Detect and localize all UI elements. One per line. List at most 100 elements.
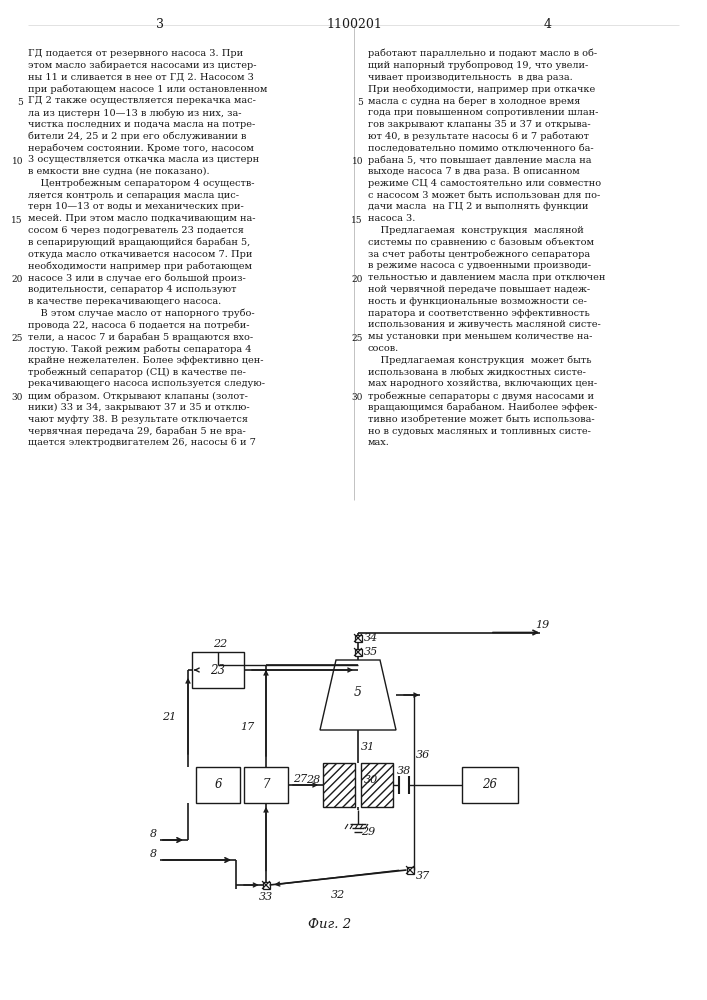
- Text: лостую. Такой режим работы сепаратора 4: лостую. Такой режим работы сепаратора 4: [28, 344, 252, 354]
- Text: 26: 26: [482, 778, 498, 792]
- Text: 25: 25: [351, 334, 363, 343]
- Bar: [407, 866, 414, 874]
- Text: ла из цистерн 10—13 в любую из них, за-: ла из цистерн 10—13 в любую из них, за-: [28, 108, 242, 117]
- Text: насосе 3 или в случае его большой произ-: насосе 3 или в случае его большой произ-: [28, 273, 246, 283]
- Text: рекачивающего насоса используется следую-: рекачивающего насоса используется следую…: [28, 379, 265, 388]
- Text: ны 11 и сливается в нее от ГД 2. Насосом 3: ны 11 и сливается в нее от ГД 2. Насосом…: [28, 73, 254, 82]
- Bar: [192, 652, 244, 688]
- Text: ГД 2 также осуществляется перекачка мас-: ГД 2 также осуществляется перекачка мас-: [28, 96, 256, 105]
- Text: 25: 25: [11, 334, 23, 343]
- Text: 5: 5: [354, 686, 362, 698]
- Text: сосов.: сосов.: [368, 344, 399, 353]
- Text: за счет работы центробежного сепаратора: за счет работы центробежного сепаратора: [368, 250, 590, 259]
- Text: нерабочем состоянии. Кроме того, насосом: нерабочем состоянии. Кроме того, насосом: [28, 143, 254, 153]
- Bar: [354, 648, 361, 656]
- Text: При необходимости, например при откачке: При необходимости, например при откачке: [368, 84, 595, 94]
- Bar: [354, 635, 361, 642]
- Text: 5: 5: [357, 98, 363, 107]
- Text: 29: 29: [361, 827, 375, 837]
- Bar: [462, 767, 518, 803]
- Text: 15: 15: [11, 216, 23, 225]
- Text: 21: 21: [162, 712, 176, 722]
- Text: года при повышенном сопротивлении шлан-: года при повышенном сопротивлении шлан-: [368, 108, 598, 117]
- Text: провода 22, насоса 6 подается на потреби-: провода 22, насоса 6 подается на потреби…: [28, 320, 250, 330]
- Text: с насосом 3 может быть использован для по-: с насосом 3 может быть использован для п…: [368, 191, 600, 200]
- Text: 30: 30: [351, 393, 363, 402]
- Text: бители 24, 25 и 2 при его обслуживании в: бители 24, 25 и 2 при его обслуживании в: [28, 132, 246, 141]
- Text: дачи масла  на ГЦ 2 и выполнять функции: дачи масла на ГЦ 2 и выполнять функции: [368, 202, 588, 211]
- Text: 20: 20: [11, 275, 23, 284]
- Text: режиме СЦ 4 самостоятельно или совместно: режиме СЦ 4 самостоятельно или совместно: [368, 179, 601, 188]
- Text: тивно изобретение может быть использова-: тивно изобретение может быть использова-: [368, 415, 595, 424]
- Text: 8: 8: [150, 849, 157, 859]
- Text: Центробежным сепаратором 4 осуществ-: Центробежным сепаратором 4 осуществ-: [28, 179, 255, 188]
- Text: откуда масло откачивается насосом 7. При: откуда масло откачивается насосом 7. При: [28, 250, 252, 259]
- Text: тельностью и давлением масла при отключен: тельностью и давлением масла при отключе…: [368, 273, 605, 282]
- Text: этом масло забирается насосами из цистер-: этом масло забирается насосами из цистер…: [28, 61, 257, 70]
- Polygon shape: [320, 660, 396, 730]
- Text: 23: 23: [211, 664, 226, 676]
- Text: ГД подается от резервного насоса 3. При: ГД подается от резервного насоса 3. При: [28, 49, 243, 58]
- Text: чистка последних и подача масла на потре-: чистка последних и подача масла на потре…: [28, 120, 255, 129]
- Text: необходимости например при работающем: необходимости например при работающем: [28, 261, 252, 271]
- Text: водительности, сепаратор 4 используют: водительности, сепаратор 4 используют: [28, 285, 237, 294]
- Text: системы по сравнению с базовым объектом: системы по сравнению с базовым объектом: [368, 238, 594, 247]
- Text: в емкости вне судна (не показано).: в емкости вне судна (не показано).: [28, 167, 209, 176]
- Text: 4: 4: [544, 18, 552, 31]
- Text: 35: 35: [363, 647, 378, 657]
- Text: чают муфту 38. В результате отключается: чают муфту 38. В результате отключается: [28, 415, 248, 424]
- Bar: [244, 767, 288, 803]
- Text: В этом случае масло от напорного трубо-: В этом случае масло от напорного трубо-: [28, 309, 255, 318]
- Text: паратора и соответственно эффективность: паратора и соответственно эффективность: [368, 309, 590, 318]
- Text: мах народного хозяйства, включающих цен-: мах народного хозяйства, включающих цен-: [368, 379, 597, 388]
- Text: 15: 15: [351, 216, 363, 225]
- Text: Предлагаемая  конструкция  масляной: Предлагаемая конструкция масляной: [368, 226, 584, 235]
- Text: вращающимся барабаном. Наиболее эффек-: вращающимся барабаном. Наиболее эффек-: [368, 403, 597, 412]
- Text: рабана 5, что повышает давление масла на: рабана 5, что повышает давление масла на: [368, 155, 592, 165]
- Bar: [196, 767, 240, 803]
- Bar: [323, 763, 355, 807]
- Text: тели, а насос 7 и барабан 5 вращаются вхо-: тели, а насос 7 и барабан 5 вращаются вх…: [28, 332, 253, 342]
- Text: 6: 6: [214, 778, 222, 792]
- Text: использования и живучесть масляной систе-: использования и живучесть масляной систе…: [368, 320, 601, 329]
- Text: но в судовых масляных и топливных систе-: но в судовых масляных и топливных систе-: [368, 427, 591, 436]
- Bar: [262, 882, 269, 888]
- Text: ность и функциональные возможности се-: ность и функциональные возможности се-: [368, 297, 587, 306]
- Text: 10: 10: [11, 157, 23, 166]
- Text: ляется контроль и сепарация масла цис-: ляется контроль и сепарация масла цис-: [28, 191, 239, 200]
- Text: тробежный сепаратор (СЦ) в качестве пе-: тробежный сепаратор (СЦ) в качестве пе-: [28, 368, 246, 377]
- Text: 8: 8: [150, 829, 157, 839]
- Text: 34: 34: [363, 633, 378, 643]
- Text: 27: 27: [293, 774, 308, 784]
- Text: сосом 6 через подогреватель 23 подается: сосом 6 через подогреватель 23 подается: [28, 226, 244, 235]
- Text: щается электродвигателем 26, насосы 6 и 7: щается электродвигателем 26, насосы 6 и …: [28, 438, 256, 447]
- Text: 10: 10: [351, 157, 363, 166]
- Text: 5: 5: [17, 98, 23, 107]
- Text: щим образом. Открывают клапаны (золот-: щим образом. Открывают клапаны (золот-: [28, 391, 248, 401]
- Text: последовательно помимо отключенного ба-: последовательно помимо отключенного ба-: [368, 143, 594, 152]
- Text: использована в любых жидкостных систе-: использована в любых жидкостных систе-: [368, 368, 586, 377]
- Text: 1100201: 1100201: [326, 18, 382, 31]
- Text: 7: 7: [262, 778, 270, 792]
- Text: ники) 33 и 34, закрывают 37 и 35 и отклю-: ники) 33 и 34, закрывают 37 и 35 и отклю…: [28, 403, 250, 412]
- Text: в качестве перекачивающего насоса.: в качестве перекачивающего насоса.: [28, 297, 221, 306]
- Text: ной червячной передаче повышает надеж-: ной червячной передаче повышает надеж-: [368, 285, 590, 294]
- Text: чивает производительность  в два раза.: чивает производительность в два раза.: [368, 73, 573, 82]
- Text: Фиг. 2: Фиг. 2: [308, 918, 351, 932]
- Text: 32: 32: [331, 890, 345, 900]
- Text: 31: 31: [361, 742, 375, 752]
- Text: работают параллельно и подают масло в об-: работают параллельно и подают масло в об…: [368, 49, 597, 58]
- Text: в режиме насоса с удвоенными производи-: в режиме насоса с удвоенными производи-: [368, 261, 591, 270]
- Text: Предлагаемая конструкция  может быть: Предлагаемая конструкция может быть: [368, 356, 592, 365]
- Text: 37: 37: [416, 871, 430, 881]
- Text: масла с судна на берег в холодное время: масла с судна на берег в холодное время: [368, 96, 580, 106]
- Text: насоса 3.: насоса 3.: [368, 214, 416, 223]
- Text: выходе насоса 7 в два раза. В описанном: выходе насоса 7 в два раза. В описанном: [368, 167, 580, 176]
- Text: 19: 19: [535, 619, 549, 630]
- Text: 3: 3: [156, 18, 164, 31]
- Text: гов закрывают клапаны 35 и 37 и открыва-: гов закрывают клапаны 35 и 37 и открыва-: [368, 120, 590, 129]
- Text: месей. При этом масло подкачивающим на-: месей. При этом масло подкачивающим на-: [28, 214, 255, 223]
- Text: 22: 22: [213, 639, 227, 649]
- Text: крайне нежелателен. Более эффективно цен-: крайне нежелателен. Более эффективно цен…: [28, 356, 264, 365]
- Text: в сепарирующий вращающийся барабан 5,: в сепарирующий вращающийся барабан 5,: [28, 238, 250, 247]
